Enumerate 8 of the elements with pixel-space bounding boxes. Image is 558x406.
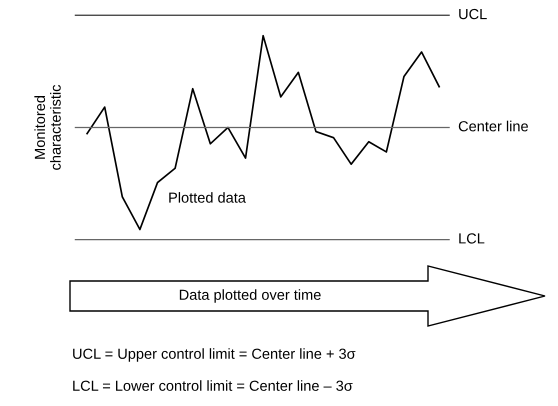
text: UCL = Upper control limit = Center line + 3σ (73, 348, 356, 362)
ref-line-label: UCL (459, 8, 487, 20)
annotation: Plotted data (169, 192, 246, 203)
ref-line-label: LCL (459, 233, 484, 244)
ref-line-label: Center line (458, 120, 528, 132)
text: LCL = Lower control limit = Center line – 3σ (73, 380, 353, 391)
y-axis-title: Monitored characteristic (34, 84, 61, 170)
text: Data plotted over time (180, 289, 321, 303)
